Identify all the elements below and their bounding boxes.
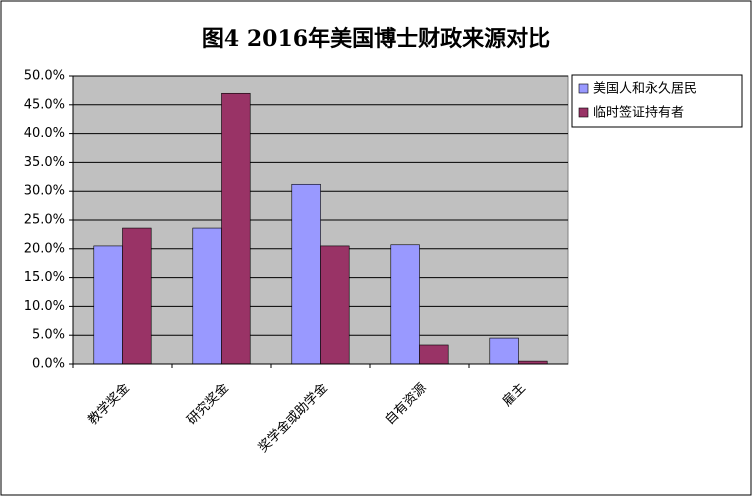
y-tick-label: 45.0% (24, 97, 65, 112)
bar (320, 245, 350, 365)
y-tick-label: 40.0% (24, 126, 65, 141)
legend-box (571, 74, 743, 128)
bar (221, 92, 251, 365)
bar (192, 227, 222, 365)
legend-label: 美国人和永久居民 (593, 82, 697, 97)
chart-title: 图4 2016年美国博士财政来源对比 (202, 26, 550, 52)
y-tick-label: 5.0% (32, 328, 65, 343)
y-tick-label: 10.0% (24, 299, 65, 314)
bar (122, 227, 152, 365)
y-tick-label: 0.0% (32, 357, 65, 372)
y-tick-label: 35.0% (24, 155, 65, 170)
legend-swatch (578, 107, 589, 118)
bar (93, 245, 123, 365)
legend-label: 临时签证持有者 (593, 105, 684, 121)
bar (419, 344, 449, 365)
y-tick-label: 25.0% (24, 213, 65, 228)
y-tick-label: 15.0% (24, 270, 65, 285)
y-tick-label: 20.0% (24, 241, 65, 256)
y-tick-label: 30.0% (24, 184, 65, 199)
legend-swatch (578, 83, 589, 94)
bar (291, 183, 321, 365)
bar (390, 244, 420, 365)
bar (489, 337, 519, 365)
y-tick-label: 50.0% (24, 69, 65, 84)
